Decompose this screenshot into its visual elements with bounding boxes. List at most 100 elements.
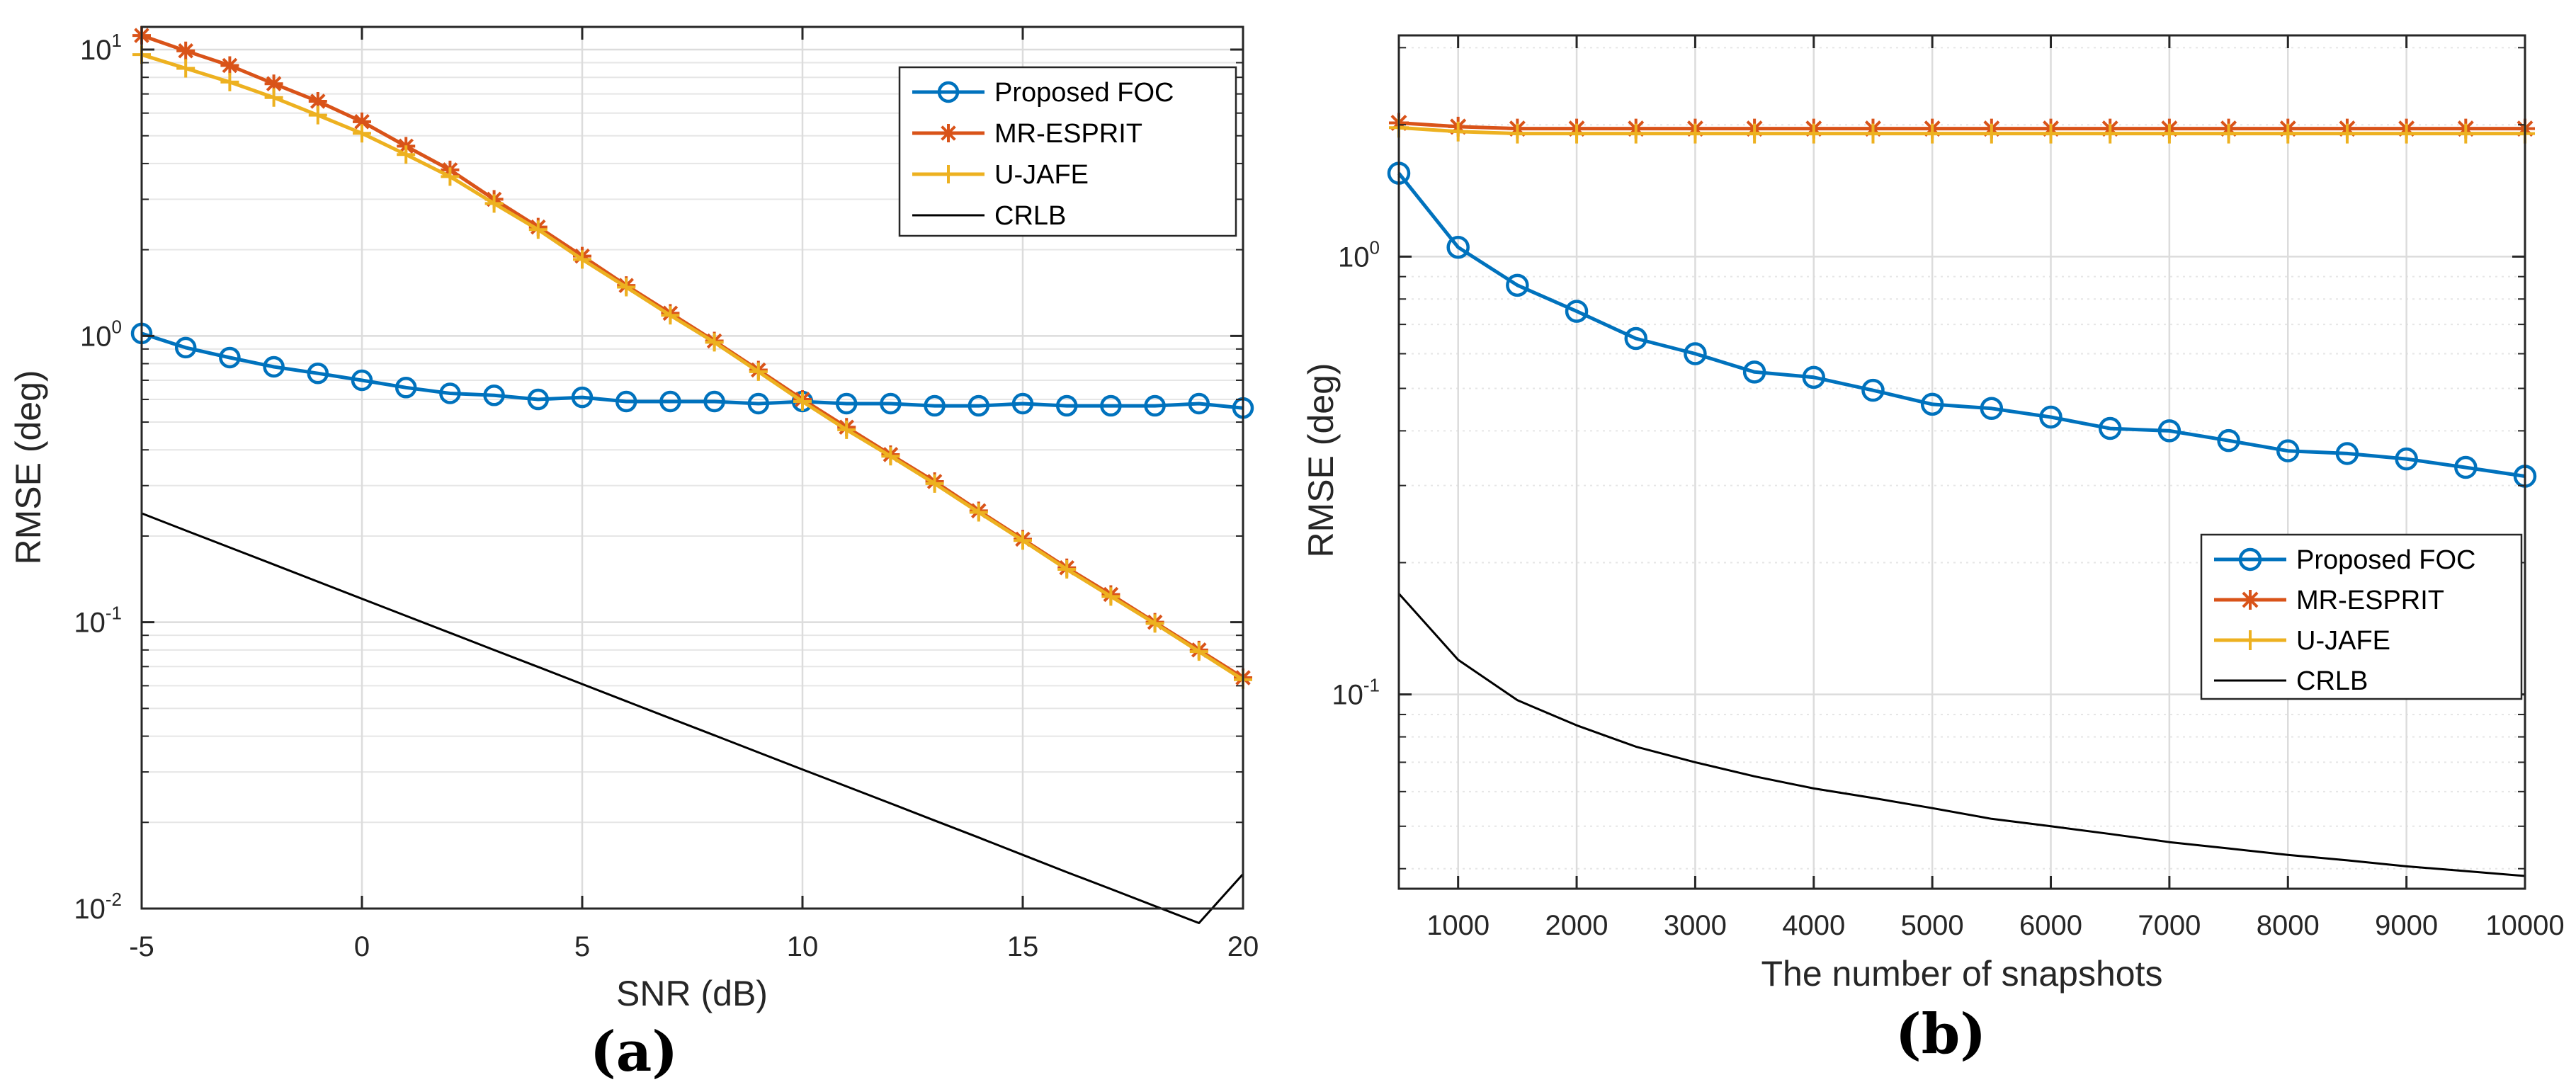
panel-a-legend-entry: MR-ESPRIT [912, 119, 1142, 149]
panel-a-x-tick-label: 15 [1007, 931, 1039, 962]
panel-a-series-u-jafe-point [925, 474, 944, 493]
panel-a-legend-label: Proposed FOC [994, 78, 1174, 108]
panel-a-legend: Proposed FOC MR-ESPRIT U-JAFE CRLB [898, 66, 1237, 237]
panel-a-axes-frame [140, 25, 1244, 910]
panel-b-series-u-jafe-point [1625, 123, 1646, 144]
panel-a-label: (a) [590, 1020, 678, 1084]
panel-b-series-proposed-foc-point [1980, 397, 2004, 421]
panel-b-x-tick-label: 3000 [1664, 910, 1727, 941]
panel-a-series-u-jafe-point [573, 250, 591, 269]
panel-a-series-proposed-foc-point [1011, 392, 1034, 415]
panel-a-series-u-jafe-point [749, 362, 768, 381]
panel-b-axes-frame [1397, 34, 2526, 890]
panel-b-x-tick-label: 1000 [1426, 910, 1490, 941]
panel-a-series-proposed-foc-point [571, 386, 594, 409]
panel-a-legend-marker [939, 165, 958, 183]
panel-a-series-u-jafe-point [528, 220, 547, 239]
panel-b-series-proposed-foc-point [2335, 442, 2359, 465]
panel-b-series-proposed-foc-point [1506, 273, 1529, 297]
panel-a-series-proposed-foc-point [615, 390, 637, 413]
panel-a-series-proposed-foc-point [263, 355, 285, 378]
panel-a-legend-label: MR-ESPRIT [994, 119, 1142, 149]
panel-a-chart: 10-2 10-1 100 101 -5 0 5 10 15 20 Proposed FOC MR-… [8, 25, 1259, 1084]
panel-b-x-tick-label: 10000 [2485, 910, 2564, 941]
panel-b-legend-entry: CRLB [2214, 666, 2368, 696]
panel-b-series [1387, 113, 2537, 877]
panel-a-series-proposed-foc-point [527, 388, 550, 411]
panel-b-series-proposed-foc-point [2276, 439, 2300, 462]
panel-b-series-proposed-foc-point [2157, 419, 2181, 443]
panel-b-legend: Proposed FOC MR-ESPRIT U-JAFE CRLB [2200, 533, 2523, 700]
panel-a-series-proposed-foc-point [219, 346, 241, 369]
panel-a-series-u-jafe-point [617, 278, 636, 297]
panel-b-legend-marker [2240, 590, 2260, 610]
panel-a-x-tick-label: 0 [354, 931, 370, 962]
panel-a-series-u-jafe-point [837, 420, 856, 439]
panel-a-series-u-jafe-point [484, 194, 504, 213]
panel-b-series-u-jafe-point [1744, 123, 1765, 144]
panel-b-series-u-jafe-point [2041, 123, 2061, 144]
panel-b-chart: 10-1 100 1000 2000 3000 4000 5000 6000 7000 8000 9… [1301, 34, 2565, 1066]
panel-a-series-u-jafe-point [793, 392, 812, 411]
panel-a-series-proposed-foc-point [880, 392, 902, 415]
panel-a-legend-label: CRLB [994, 201, 1066, 231]
panel-b-series-u-jafe-point [1981, 123, 2002, 144]
panel-a-series-crlb-line [141, 512, 1244, 924]
panel-b-label: (b) [1895, 1002, 1986, 1066]
panel-b-series-proposed-foc-point [1624, 326, 1647, 351]
panel-a-series-proposed-foc-point [439, 382, 461, 404]
panel-b-x-tick-label: 2000 [1545, 910, 1608, 941]
panel-a-series-proposed-foc-point [307, 362, 329, 385]
panel-a-series-proposed-foc-point [1144, 394, 1166, 417]
panel-a-series-u-jafe-point [1014, 531, 1032, 550]
panel-b-series-u-jafe-point [1863, 123, 1883, 144]
panel-a-legend-entry: Proposed FOC [912, 78, 1174, 108]
panel-b-x-tick-label: 4000 [1782, 910, 1845, 941]
panel-a-y-tick-label: 10-1 [74, 603, 122, 639]
panel-a-series-mr-esprit-point [264, 74, 283, 93]
panel-b-legend-marker [2238, 547, 2262, 571]
panel-a-y-tick-label: 100 [80, 316, 122, 352]
panel-a-ticks: 10-2 10-1 100 101 -5 0 5 10 15 20 [74, 27, 1259, 962]
panel-a-series-u-jafe-point [881, 447, 900, 466]
panel-b-series-proposed-foc-point [1920, 392, 1944, 416]
panel-a-series-u-jafe-point [1145, 614, 1164, 633]
panel-b-series-u-jafe-point [2159, 123, 2179, 144]
panel-b-series-u-jafe-point [2100, 123, 2121, 144]
panel-a-series-proposed-foc-point [483, 385, 505, 406]
panel-b-series-u-jafe-point [2456, 123, 2476, 144]
panel-b-ticks: 10-1 100 1000 2000 3000 4000 5000 6000 7000 8000 9… [1332, 35, 2565, 941]
panel-a-y-tick-label: 10-2 [74, 889, 122, 925]
panel-a-series-proposed-foc-line [141, 331, 1244, 410]
panel-b-y-tick-label: 10-1 [1332, 675, 1380, 711]
panel-b-series-u-jafe-point [1448, 121, 1468, 142]
panel-b-x-tick-label: 9000 [2375, 910, 2438, 941]
panel-b-series-proposed-foc-point [1565, 300, 1589, 323]
panel-a-series-u-jafe-point [969, 503, 988, 522]
panel-a-series-u-jafe-point [1189, 642, 1208, 661]
panel-b-y-tick-label: 100 [1338, 237, 1380, 273]
panel-a-series-proposed-foc-point [747, 392, 770, 415]
panel-b-series-u-jafe-point [2278, 123, 2298, 144]
panel-b-series-proposed-foc-point [2039, 405, 2062, 429]
panel-b-legend-entry: U-JAFE [2214, 626, 2390, 656]
panel-b-legend-box [2200, 533, 2523, 700]
panel-a-series-mr-esprit-point [353, 112, 371, 131]
panel-b-series-proposed-foc-point [1802, 365, 1826, 389]
panel-a-series-u-jafe-point [661, 306, 680, 325]
panel-a-series-proposed-foc-point [659, 390, 681, 413]
panel-b-series-u-jafe-point [1507, 123, 1528, 144]
panel-b-series-proposed-foc-point [2098, 416, 2122, 440]
panel-a-legend-entry: U-JAFE [912, 160, 1089, 190]
panel-b-series-u-jafe-point [1567, 123, 1587, 144]
panel-a-x-tick-label: 5 [574, 931, 590, 962]
panel-a-legend-label: U-JAFE [994, 160, 1089, 190]
panel-b-legend-label: MR-ESPRIT [2296, 586, 2444, 615]
panel-b-series-u-jafe-point [2396, 123, 2417, 144]
panel-a-series-mr-esprit-point [220, 56, 239, 75]
panel-a-series-proposed-foc-point [968, 394, 990, 417]
panel-b-plot-area [1399, 35, 2525, 889]
panel-b-x-axis-label: The number of snapshots [1761, 954, 2163, 994]
panel-b-series-proposed-foc-point [2454, 455, 2478, 479]
